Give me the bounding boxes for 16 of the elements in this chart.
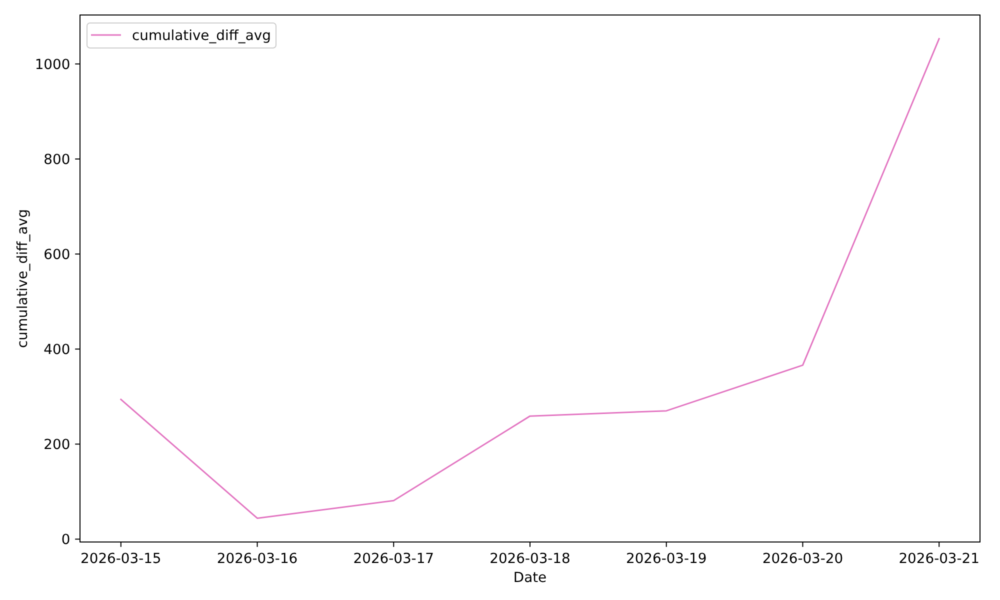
x-tick-label: 2026-03-19 <box>626 550 707 567</box>
x-tick-label: 2026-03-16 <box>216 550 298 567</box>
legend-label: cumulative_diff_avg <box>132 28 271 44</box>
y-tick-label: 0 <box>61 532 70 548</box>
x-tick-label: 2026-03-17 <box>353 550 434 567</box>
y-tick-label: 400 <box>44 342 70 358</box>
y-tick-label: 600 <box>44 246 70 263</box>
x-tick-label: 2026-03-20 <box>762 550 844 567</box>
y-tick-label: 1000 <box>34 56 70 73</box>
x-tick-label: 2026-03-18 <box>490 550 570 567</box>
x-axis-title: Date <box>513 570 547 586</box>
y-axis-title: cumulative_diff_avg <box>14 209 31 348</box>
y-tick-label: 800 <box>44 152 70 168</box>
x-tick-label: 2026-03-21 <box>898 550 980 567</box>
x-tick-label: 2026-03-15 <box>80 550 162 567</box>
y-tick-label: 200 <box>44 436 70 453</box>
